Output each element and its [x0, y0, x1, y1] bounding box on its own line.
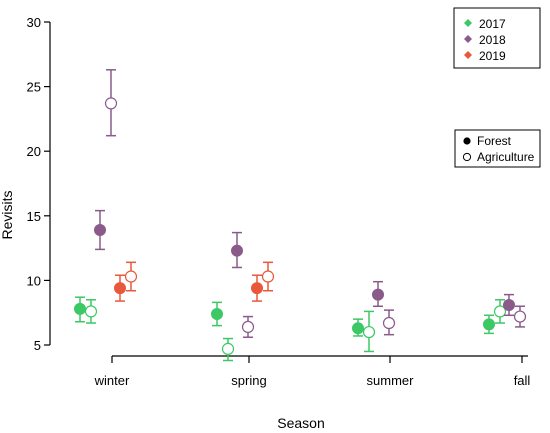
data-point-2018-agriculture-spring	[241, 315, 255, 338]
legend-type-swatch-filled	[463, 137, 471, 145]
point-marker-filled	[251, 282, 263, 295]
legend-year-label: 2019	[479, 49, 506, 63]
legend-type-swatch-open	[462, 152, 472, 162]
data-point-2018-forest-spring	[231, 231, 243, 269]
data-point-2018-forest-winter	[94, 209, 106, 251]
data-point-2017-forest-fall	[483, 314, 495, 335]
data-point-2017-agriculture-summer	[362, 310, 376, 353]
legend-type-label: Forest	[477, 134, 512, 148]
y-tick-label: 20	[27, 144, 41, 159]
legend-year-swatch	[464, 35, 472, 43]
y-tick-label: 5	[34, 338, 41, 353]
legend-year-label: 2018	[479, 33, 506, 47]
x-tick-label: fall	[514, 373, 531, 388]
point-marker-filled	[231, 244, 243, 257]
legend-type: Forest Agriculture	[454, 129, 541, 168]
point-marker-open	[84, 305, 98, 318]
data-point-2019-forest-winter	[114, 274, 126, 302]
x-tick-label: spring	[231, 373, 266, 388]
point-marker-filled	[211, 307, 223, 320]
point-marker-filled	[74, 302, 86, 315]
point-marker-filled	[372, 288, 384, 301]
legend-year-swatch	[464, 51, 472, 59]
y-tick-label: 25	[27, 80, 41, 95]
point-marker-filled	[94, 224, 106, 237]
data-marks	[74, 69, 527, 362]
data-point-2018-agriculture-winter	[104, 69, 118, 137]
point-marker-open	[124, 270, 138, 283]
x-tick-label: winter	[94, 373, 130, 388]
legend-box	[454, 129, 541, 168]
data-point-2019-agriculture-winter	[124, 261, 138, 292]
y-tick-label: 30	[27, 15, 41, 30]
legend-year: 2017 2018 2019	[453, 7, 541, 69]
data-point-2017-forest-winter	[74, 296, 86, 323]
point-marker-open	[493, 305, 507, 318]
point-marker-open	[362, 325, 376, 339]
y-tick-label: 10	[27, 273, 41, 288]
legend-year-label: 2017	[479, 17, 506, 31]
data-point-2017-agriculture-winter	[84, 299, 98, 324]
data-point-2017-agriculture-spring	[221, 337, 235, 362]
legend-type-label: Agriculture	[477, 150, 535, 164]
point-marker-open	[382, 316, 396, 330]
data-point-2017-forest-summer	[352, 318, 364, 337]
data-point-2018-agriculture-fall	[513, 305, 527, 328]
data-point-2019-forest-spring	[251, 274, 263, 302]
legend-year-swatch	[464, 19, 472, 27]
x-tick-label: summer	[367, 373, 415, 388]
point-marker-filled	[503, 298, 515, 311]
point-marker-open	[221, 342, 235, 355]
point-marker-open	[241, 320, 255, 334]
data-point-2017-agriculture-fall	[493, 299, 507, 324]
data-point-2018-agriculture-summer	[382, 309, 396, 336]
point-marker-filled	[352, 322, 364, 335]
point-marker-open	[104, 97, 118, 110]
data-point-2018-forest-summer	[372, 280, 384, 307]
point-marker-filled	[483, 318, 495, 331]
axes: 5 10 15 20 25 30 winter spring summer fall	[27, 15, 531, 388]
x-axis-title: Season	[277, 415, 324, 431]
data-point-2018-forest-fall	[503, 293, 515, 317]
point-marker-open	[261, 270, 275, 283]
y-tick-label: 15	[27, 209, 41, 224]
point-marker-open	[513, 310, 527, 323]
data-point-2017-forest-spring	[211, 301, 223, 327]
y-axis-title: Revisits	[0, 190, 15, 239]
data-point-2019-agriculture-spring	[261, 261, 275, 292]
point-marker-filled	[114, 282, 126, 295]
